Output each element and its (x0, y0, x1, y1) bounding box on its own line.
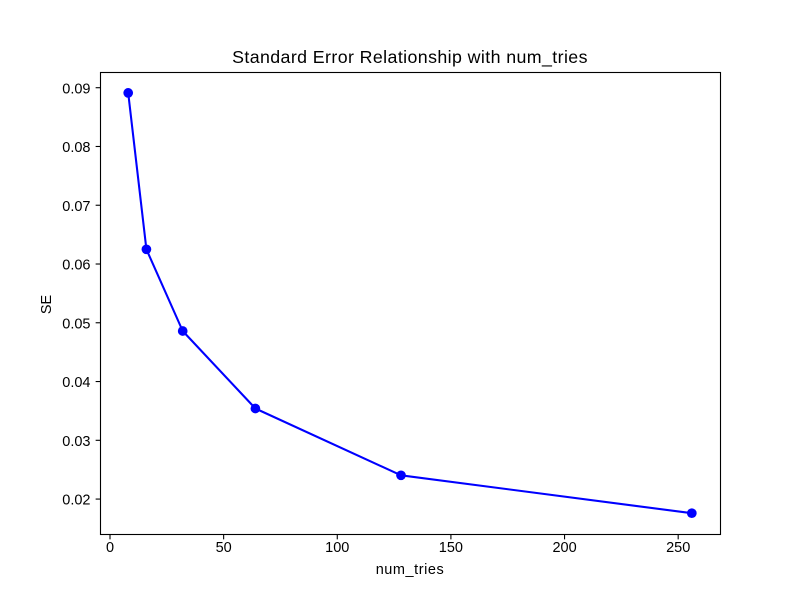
svg-text:num_tries: num_tries (376, 562, 445, 578)
svg-text:0: 0 (106, 540, 114, 556)
svg-text:200: 200 (552, 540, 576, 556)
svg-text:0.03: 0.03 (62, 434, 90, 450)
svg-text:0.04: 0.04 (62, 375, 90, 391)
svg-text:100: 100 (325, 540, 349, 556)
svg-text:50: 50 (216, 540, 232, 556)
svg-text:0.09: 0.09 (62, 81, 90, 97)
svg-text:Standard Error Relationship wi: Standard Error Relationship with num_tri… (232, 47, 588, 68)
svg-text:0.02: 0.02 (62, 493, 90, 509)
svg-text:0.05: 0.05 (62, 316, 90, 332)
svg-text:0.08: 0.08 (62, 140, 90, 156)
svg-text:SE: SE (39, 295, 55, 315)
svg-text:0.06: 0.06 (62, 258, 90, 274)
svg-text:150: 150 (439, 540, 463, 556)
svg-text:0.07: 0.07 (62, 199, 90, 215)
svg-text:250: 250 (666, 540, 690, 556)
